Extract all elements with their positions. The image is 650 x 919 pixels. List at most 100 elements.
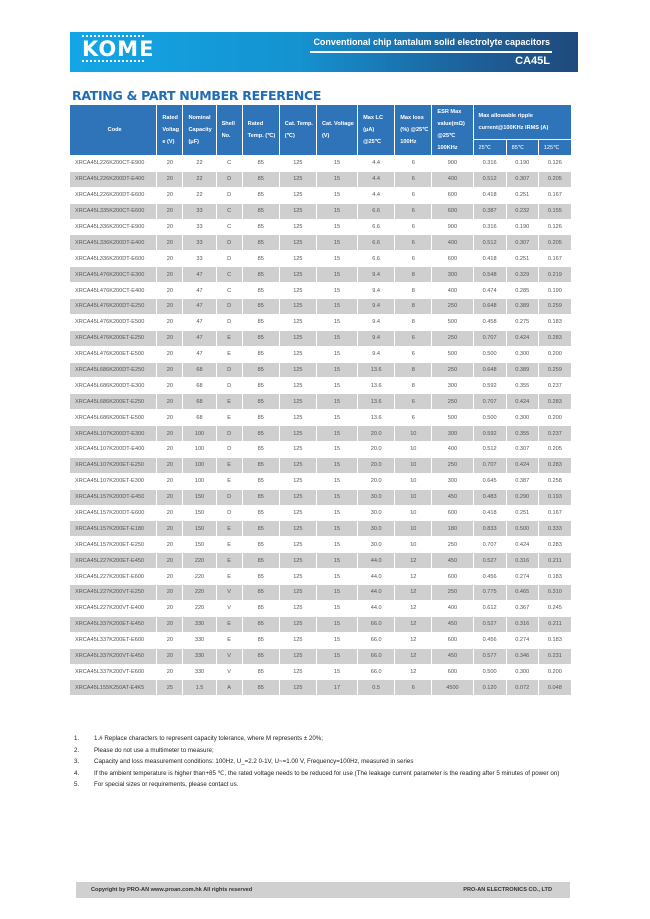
table-cell: 15 — [316, 585, 358, 600]
table-cell: 600 — [447, 192, 458, 199]
table-cell: 125 — [279, 235, 316, 251]
table-cell: 15 — [333, 224, 341, 230]
table-cell: 125 — [293, 319, 303, 326]
part-code-cell: XRCA45L227K200VT-E400 — [75, 605, 145, 612]
table-cell: 600 — [447, 510, 458, 517]
kome-logo: KOME — [82, 35, 155, 62]
table-cell: 4.4 — [358, 171, 395, 187]
table-cell: 6 — [395, 330, 432, 346]
table-cell: 20 — [166, 605, 173, 612]
table-cell: 30.0 — [370, 541, 382, 548]
table-cell: 250 — [447, 541, 458, 548]
table-cell: 15 — [333, 605, 341, 612]
table-cell: 12 — [395, 648, 432, 664]
table-cell: D — [227, 319, 232, 326]
table-row: XRCA45L227K200VT-E400 20 220 V 85 125 15 44.0 12… — [70, 601, 571, 616]
table-cell: 0.527 — [473, 616, 506, 632]
table-cell: 85 — [242, 235, 279, 251]
table-cell: E — [216, 457, 242, 473]
table-cell: 85 — [242, 616, 279, 632]
table-cell: 0.483 — [473, 489, 506, 505]
table-cell: 0.389 — [506, 362, 538, 378]
table-row: XRCA45L226K200CT-E900 20 22 C 85 125 15 4.4 6 900… — [70, 156, 571, 171]
table-cell: 9.4 — [372, 319, 381, 326]
table-cell: 0.190 — [515, 224, 530, 230]
table-row: XRCA45L155K250AT-E4K5 25 1.5 A 85 125 17 0.5 6 45… — [70, 680, 571, 696]
table-cell: V — [227, 668, 231, 675]
table-cell: 85 — [242, 426, 279, 442]
header-ripple-85: 85℃ — [506, 140, 538, 155]
table-cell: 85 — [242, 330, 279, 346]
table-cell: 15 — [316, 203, 358, 219]
table-row: XRCA45L335K200CT-E600 20 33 C 85 125 15 6.6 6 600… — [70, 203, 571, 219]
table-cell: 8 — [411, 382, 415, 389]
table-cell: 85 — [257, 224, 264, 230]
table-cell: 85 — [242, 521, 279, 537]
table-cell: 13.6 — [358, 362, 395, 378]
table-cell: 85 — [242, 489, 279, 505]
table-cell: 450 — [432, 553, 473, 569]
table-cell: 47 — [183, 330, 216, 346]
table-cell: E — [227, 351, 231, 358]
table-cell: 300 — [432, 267, 473, 283]
table-cell: 85 — [257, 255, 264, 262]
note-item: 4. If the ambient temperature is higher t… — [74, 768, 574, 780]
table-cell: 0.512 — [482, 446, 497, 453]
table-cell: 0.512 — [473, 171, 506, 187]
table-cell: 400 — [447, 446, 458, 453]
header-rated-voltage: Rated Voltag e (V) — [157, 105, 183, 155]
table-cell: 10 — [395, 426, 432, 442]
table-cell: 85 — [257, 287, 264, 294]
table-cell: 150 — [183, 489, 216, 505]
table-cell: 0.418 — [482, 510, 497, 517]
table-cell: 250 — [432, 330, 473, 346]
table-cell: 0.648 — [473, 362, 506, 378]
part-code-cell: XRCA45L686K200ET-E500 — [75, 414, 145, 421]
table-cell: 20 — [157, 426, 183, 442]
part-code-cell: XRCA45L226K200DT-E400 — [70, 171, 157, 187]
table-cell: 13.6 — [358, 394, 395, 410]
part-code-cell: XRCA45L226K200DT-E600 — [75, 192, 145, 199]
table-cell: 15 — [316, 426, 358, 442]
table-cell: 0.183 — [547, 573, 562, 580]
table-cell: C — [227, 287, 232, 294]
table-cell: 125 — [279, 680, 316, 696]
table-cell: 0.251 — [515, 510, 530, 517]
table-cell: 6.6 — [358, 235, 395, 251]
table-cell: 20 — [166, 160, 173, 167]
table-cell: 85 — [257, 573, 264, 580]
table-cell: 150 — [194, 510, 205, 517]
table-cell: 9.4 — [372, 287, 381, 294]
table-row: XRCA45L337K200VT-E450 20 330 V 85 125 15 66.0 12… — [70, 648, 571, 664]
table-cell: 0.500 — [506, 521, 538, 537]
table-cell: 0.387 — [473, 203, 506, 219]
table-cell: 15 — [333, 478, 341, 485]
part-code-cell: XRCA45L337K200ET-E600 — [75, 637, 145, 644]
table-cell: 30.0 — [370, 510, 382, 517]
part-code-cell: XRCA45L107K200DT-E300 — [70, 426, 157, 442]
table-cell: 12 — [410, 605, 417, 612]
table-cell: 0.707 — [482, 541, 497, 548]
header-ripple-25: 25℃ — [473, 140, 506, 155]
table-cell: 0.316 — [482, 224, 497, 230]
table-cell: D — [216, 426, 242, 442]
table-cell: E — [216, 616, 242, 632]
table-cell: 0.232 — [506, 203, 538, 219]
table-cell: E — [227, 414, 231, 421]
table-cell: 47 — [196, 287, 203, 294]
table-cell: 400 — [432, 235, 473, 251]
table-cell: 15 — [316, 330, 358, 346]
table-cell: 125 — [293, 446, 303, 453]
footer-copyright: Copyright by PRO-AN www.proan.com.hk All… — [91, 887, 253, 893]
table-cell: 0.200 — [547, 351, 562, 358]
part-code-cell: XRCA45L155K250AT-E4K5 — [70, 680, 157, 696]
table-cell: 125 — [279, 203, 316, 219]
table-cell: 0.283 — [538, 457, 571, 473]
table-cell: 44.0 — [358, 553, 395, 569]
table-cell: 68 — [196, 382, 203, 389]
table-cell: 0.245 — [547, 605, 562, 612]
table-cell: 100 — [194, 446, 205, 453]
table-cell: 125 — [279, 267, 316, 283]
table-cell: 30.0 — [358, 521, 395, 537]
table-cell: 0.283 — [538, 330, 571, 346]
